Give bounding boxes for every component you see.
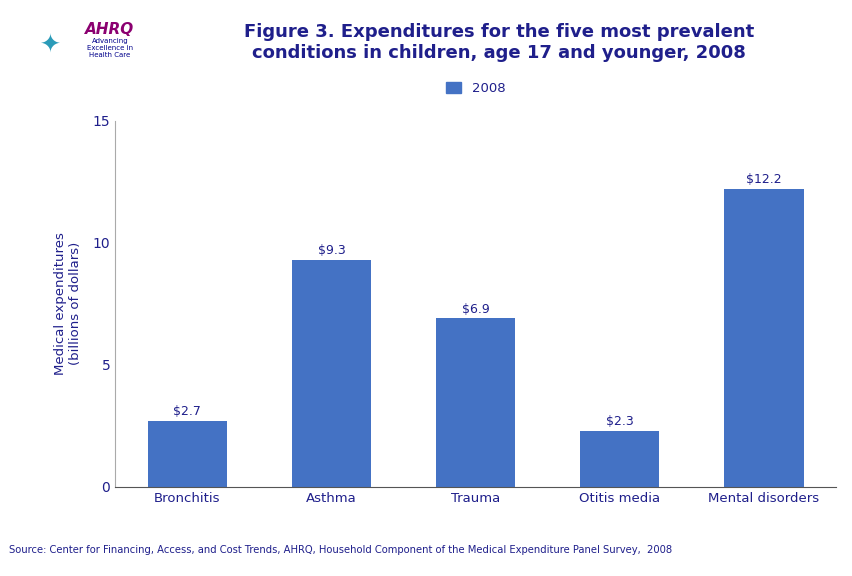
Text: $6.9: $6.9 <box>461 302 489 316</box>
Bar <box>723 190 803 487</box>
Text: Figure 3. Expenditures for the five most prevalent
conditions in children, age 1: Figure 3. Expenditures for the five most… <box>244 24 753 62</box>
Bar <box>147 421 227 487</box>
Bar <box>435 319 515 487</box>
Text: $9.3: $9.3 <box>317 244 345 257</box>
Text: ✦: ✦ <box>40 33 61 58</box>
Text: AHRQ: AHRQ <box>85 22 135 37</box>
Bar <box>579 431 659 487</box>
Bar <box>291 260 371 487</box>
Text: Advancing
Excellence in
Health Care: Advancing Excellence in Health Care <box>87 39 133 59</box>
Text: Source: Center for Financing, Access, and Cost Trends, AHRQ, Household Component: Source: Center for Financing, Access, an… <box>9 545 671 555</box>
Text: $2.3: $2.3 <box>605 415 633 428</box>
Circle shape <box>14 21 87 70</box>
Y-axis label: Medical expenditures
(billions of dollars): Medical expenditures (billions of dollar… <box>54 232 82 376</box>
Legend: 2008: 2008 <box>440 77 510 100</box>
Text: $2.7: $2.7 <box>173 405 201 418</box>
Text: $12.2: $12.2 <box>746 173 780 186</box>
